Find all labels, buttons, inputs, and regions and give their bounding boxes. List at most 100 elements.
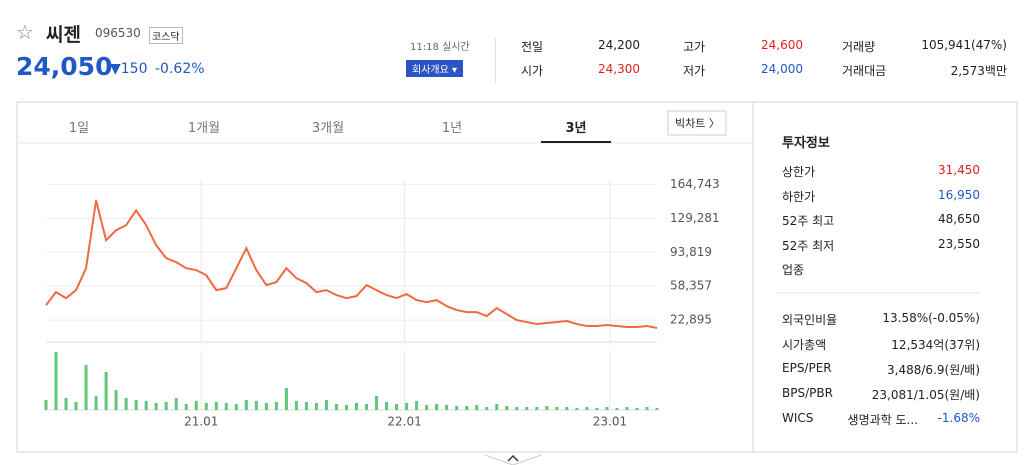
volume-bar: [224, 403, 228, 410]
invest-value: 31,450: [938, 163, 980, 177]
volume-bar: [575, 408, 579, 410]
volume-bar: [585, 407, 589, 410]
change-rate: -0.62%: [155, 61, 205, 77]
volume-bar: [314, 403, 318, 410]
volume-bar: [44, 400, 48, 410]
invest-label: 외국인비율: [782, 313, 838, 327]
invest-value: 16,950: [938, 187, 980, 202]
invest-label: 업종: [782, 263, 805, 277]
volume-bar: [214, 402, 218, 410]
invest-label: EPS/PER: [782, 361, 832, 375]
volume-bar: [545, 406, 549, 410]
x-tick-label: 22.01: [387, 415, 421, 429]
volume-bar: [64, 398, 68, 410]
volume-bar: [525, 407, 529, 410]
quote-value: 24,600: [761, 38, 803, 52]
quote-label: 시가: [521, 64, 544, 78]
label: 회사개요: [412, 65, 449, 76]
quote-value: 24,000: [761, 62, 803, 76]
price-line: [45, 200, 658, 330]
invest-title: 투자정보: [782, 136, 830, 151]
invest-label: 시가총액: [782, 338, 827, 352]
volume-bar: [455, 406, 459, 410]
volume-bar: [355, 403, 359, 410]
time: 11:18 실시간: [410, 42, 470, 53]
volume-bar: [234, 404, 238, 410]
volume-bar: [645, 407, 649, 410]
tab[interactable]: 1년: [441, 121, 463, 136]
volume-bar: [495, 404, 499, 410]
price: 24,050: [16, 52, 113, 81]
volume-bar: [174, 398, 178, 410]
volume-bar: [134, 400, 138, 410]
x-tick-label: 21.01: [184, 415, 218, 429]
volume-bar: [74, 402, 78, 410]
tab[interactable]: 3개월: [311, 121, 345, 136]
volume-bar: [405, 403, 409, 410]
volume-bar: [144, 401, 148, 410]
volume-bar: [94, 396, 98, 410]
change: ▼150: [110, 61, 148, 77]
volume-bar: [204, 403, 208, 410]
invest-label: BPS/PBR: [782, 386, 833, 400]
volume-bar: [264, 403, 268, 410]
volume-bar: [485, 407, 489, 410]
volume-bar: [465, 406, 469, 410]
volume-bar: [254, 401, 258, 410]
volume-bar: [274, 402, 278, 410]
tab[interactable]: 3년: [565, 121, 587, 136]
x-tick-label: 23.01: [593, 415, 627, 429]
volume-bar: [244, 400, 248, 410]
quote-value: 2,573백만: [950, 64, 1007, 78]
volume-bar: [324, 400, 328, 410]
volume-bar: [194, 401, 198, 410]
invest-value: 23,081/1.05(원/배): [871, 388, 980, 402]
volume-bar: [615, 408, 619, 410]
volume-bar: [84, 365, 88, 410]
volume-bar: [164, 402, 168, 410]
volume-bar: [505, 406, 509, 410]
quote-label: 거래대금: [842, 64, 887, 78]
y-tick-label: 93,819: [670, 245, 712, 259]
quote-label: 고가: [683, 40, 706, 54]
quote-label: 거래량: [842, 40, 876, 54]
star-icon[interactable]: ☆: [16, 20, 34, 44]
invest-label: 상한가: [782, 165, 816, 179]
volume-bar: [375, 396, 379, 410]
volume-bar: [415, 401, 419, 410]
quote-label: 저가: [683, 64, 706, 78]
volume-bar: [475, 405, 479, 410]
volume-bar: [445, 405, 449, 410]
volume-bar: [124, 398, 128, 410]
volume-bar: [655, 408, 659, 410]
invest-label: WICS: [782, 411, 814, 425]
big-chart-button[interactable]: 빅차트 〉: [675, 117, 720, 130]
volume-bar: [425, 405, 429, 410]
company-button[interactable]: 회사개요 ▾: [406, 60, 464, 77]
invest-label: 하한가: [782, 189, 816, 204]
divider: [495, 38, 496, 83]
quote-label: 전일: [521, 40, 544, 54]
quote-value: 24,300: [598, 62, 640, 76]
volume-bar: [365, 404, 369, 410]
volume-bar: [294, 401, 298, 410]
volume-bar: [535, 407, 539, 410]
volume-bar: [154, 403, 158, 410]
label: 빅차트: [675, 117, 706, 130]
invest-value: 12,534억(37위): [891, 338, 980, 352]
y-tick-label: 164,743: [670, 177, 720, 191]
tab[interactable]: 1개월: [187, 121, 221, 136]
volume-bar: [635, 408, 639, 410]
tab[interactable]: 1일: [68, 121, 90, 136]
invest-value: 23,550: [938, 236, 980, 251]
volume-bar: [385, 402, 389, 410]
market-badge: 코스닥: [149, 27, 183, 44]
volume-bar: [334, 404, 338, 410]
volume-bar: [515, 407, 519, 410]
stock-code: 096530: [95, 26, 141, 40]
stock-name: 씨젠: [46, 24, 81, 46]
invest-label: 52주 최고: [782, 214, 835, 228]
invest-value: 48,650: [938, 212, 980, 226]
volume-bar: [104, 372, 108, 410]
volume-bar: [54, 352, 58, 410]
